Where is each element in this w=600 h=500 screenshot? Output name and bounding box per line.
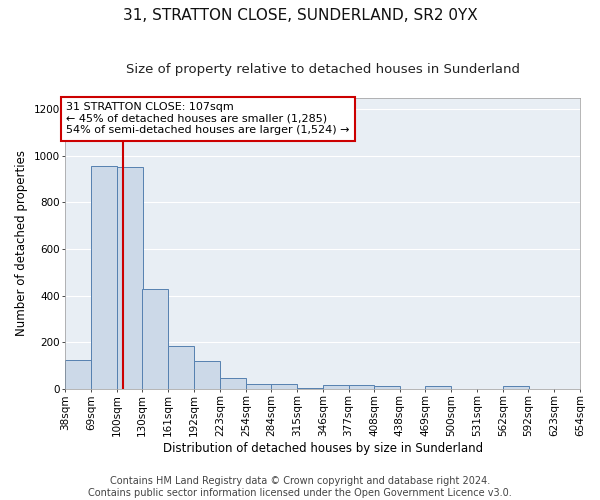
Bar bbox=[220, 378, 246, 389]
Bar bbox=[425, 386, 451, 389]
Bar bbox=[142, 288, 168, 389]
Bar bbox=[194, 361, 220, 389]
Bar bbox=[117, 168, 143, 389]
X-axis label: Distribution of detached houses by size in Sunderland: Distribution of detached houses by size … bbox=[163, 442, 483, 455]
Text: Contains HM Land Registry data © Crown copyright and database right 2024.
Contai: Contains HM Land Registry data © Crown c… bbox=[88, 476, 512, 498]
Bar bbox=[271, 384, 297, 389]
Bar bbox=[168, 346, 194, 389]
Title: Size of property relative to detached houses in Sunderland: Size of property relative to detached ho… bbox=[125, 62, 520, 76]
Bar bbox=[91, 166, 117, 389]
Bar bbox=[349, 384, 374, 389]
Bar bbox=[297, 388, 323, 389]
Bar bbox=[65, 360, 91, 389]
Bar bbox=[323, 384, 349, 389]
Y-axis label: Number of detached properties: Number of detached properties bbox=[15, 150, 28, 336]
Text: 31 STRATTON CLOSE: 107sqm
← 45% of detached houses are smaller (1,285)
54% of se: 31 STRATTON CLOSE: 107sqm ← 45% of detac… bbox=[66, 102, 350, 136]
Bar bbox=[246, 384, 272, 389]
Bar bbox=[503, 386, 529, 389]
Text: 31, STRATTON CLOSE, SUNDERLAND, SR2 0YX: 31, STRATTON CLOSE, SUNDERLAND, SR2 0YX bbox=[122, 8, 478, 22]
Bar bbox=[374, 386, 400, 389]
